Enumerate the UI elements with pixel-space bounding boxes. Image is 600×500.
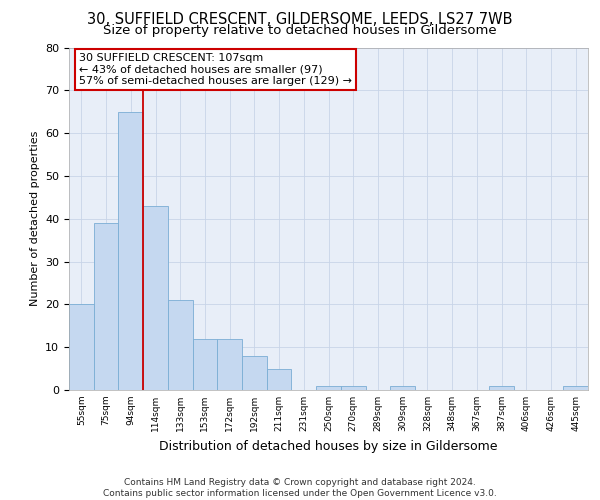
Bar xyxy=(193,338,217,390)
Text: 30 SUFFIELD CRESCENT: 107sqm
← 43% of detached houses are smaller (97)
57% of se: 30 SUFFIELD CRESCENT: 107sqm ← 43% of de… xyxy=(79,52,352,86)
Bar xyxy=(143,206,168,390)
Bar xyxy=(316,386,341,390)
Bar xyxy=(69,304,94,390)
Bar xyxy=(390,386,415,390)
X-axis label: Distribution of detached houses by size in Gildersome: Distribution of detached houses by size … xyxy=(159,440,498,452)
Bar xyxy=(242,356,267,390)
Bar xyxy=(118,112,143,390)
Text: Size of property relative to detached houses in Gildersome: Size of property relative to detached ho… xyxy=(103,24,497,37)
Bar xyxy=(563,386,588,390)
Bar xyxy=(217,338,242,390)
Bar xyxy=(267,368,292,390)
Bar xyxy=(168,300,193,390)
Bar xyxy=(489,386,514,390)
Text: Contains HM Land Registry data © Crown copyright and database right 2024.
Contai: Contains HM Land Registry data © Crown c… xyxy=(103,478,497,498)
Y-axis label: Number of detached properties: Number of detached properties xyxy=(29,131,40,306)
Bar xyxy=(341,386,365,390)
Text: 30, SUFFIELD CRESCENT, GILDERSOME, LEEDS, LS27 7WB: 30, SUFFIELD CRESCENT, GILDERSOME, LEEDS… xyxy=(87,12,513,28)
Bar xyxy=(94,223,118,390)
